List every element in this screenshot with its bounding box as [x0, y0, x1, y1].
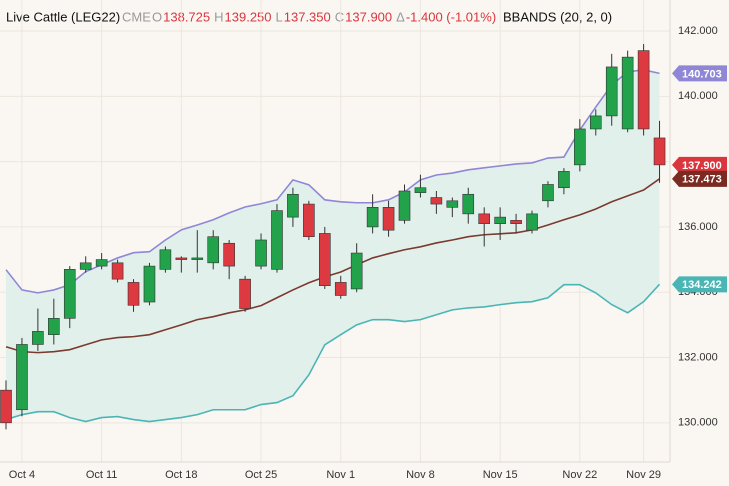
price-badge [672, 276, 727, 293]
y-tick-label: 130.000 [678, 417, 718, 429]
candle-body [175, 257, 188, 260]
candle-body [589, 115, 602, 130]
instrument-name: Live Cattle (LEG22) [6, 9, 120, 24]
x-tick-label: Oct 11 [86, 469, 118, 481]
candle-body [287, 193, 299, 218]
candle-body [542, 184, 554, 202]
ohlc-key: Δ [396, 9, 405, 24]
candle-body [48, 318, 60, 335]
candle-body [255, 239, 267, 267]
price-badge [672, 156, 727, 173]
candle-body [127, 282, 140, 306]
band-line [5, 283, 661, 423]
x-tick-label: Oct 4 [9, 469, 35, 481]
candle-body [303, 203, 315, 238]
ohlc-key: H [214, 9, 223, 24]
candle-body [223, 242, 235, 267]
price-badge [672, 170, 727, 187]
ohlc-value: 139.250 [225, 9, 272, 24]
band-line [5, 178, 660, 354]
y-tick-label: 142.000 [678, 25, 718, 37]
candle-body [430, 197, 443, 205]
candle-body [16, 344, 28, 411]
candle-body [446, 200, 459, 208]
ohlc-key: L [276, 9, 283, 24]
ohlc-value: 137.900 [345, 9, 392, 24]
candle-body [605, 66, 618, 117]
candle-body [574, 128, 586, 166]
candle-body [143, 265, 156, 303]
candle-body [478, 213, 491, 224]
candle-body [350, 252, 363, 290]
candle-body [494, 216, 506, 224]
x-tick-label: Oct 18 [165, 469, 197, 481]
candle-body [334, 282, 347, 296]
candle-body [366, 207, 379, 228]
ohlc-key: O [152, 9, 162, 24]
candle-body [637, 50, 650, 130]
candle-body [318, 233, 331, 286]
candle-body [414, 187, 427, 193]
price-badge-label: 137.900 [682, 160, 722, 172]
y-tick-label: 136.000 [678, 221, 718, 233]
candle-body [0, 389, 12, 424]
y-tick-label: 132.000 [678, 351, 718, 363]
x-tick-label: Nov 15 [483, 469, 518, 481]
price-badge-label: 134.242 [682, 279, 722, 291]
candle-body [526, 213, 538, 231]
candle-body [271, 210, 283, 270]
ohlc-value: 137.350 [284, 9, 331, 24]
x-tick-label: Oct 25 [245, 469, 277, 481]
candle-body [79, 262, 92, 270]
x-tick-label: Nov 29 [626, 469, 661, 481]
candle-body [239, 278, 251, 309]
x-tick-label: Nov 22 [562, 469, 597, 481]
x-tick-label: Nov 8 [406, 469, 435, 481]
candle-body [558, 171, 570, 189]
x-tick-label: Nov 1 [326, 469, 355, 481]
indicator-label: BBANDS (20, 2, 0) [503, 9, 612, 24]
ohlc-value: -1.400 (-1.01%) [406, 9, 496, 24]
candle-body [462, 193, 475, 215]
price-badge-label: 140.703 [682, 68, 722, 80]
candle-body [510, 220, 522, 224]
candle-body [95, 259, 108, 267]
y-tick-label: 140.000 [678, 90, 718, 102]
candle-body [111, 262, 124, 280]
candle-body [382, 207, 395, 231]
band-fill [6, 69, 660, 422]
candle-body [207, 236, 220, 264]
price-badge-label: 137.473 [682, 174, 722, 186]
exchange: CME [122, 9, 151, 24]
ohlc-key: C [335, 9, 344, 24]
candle-body [32, 331, 44, 345]
candle-body [191, 257, 204, 260]
candle-body [159, 249, 172, 270]
price-badge [672, 65, 727, 82]
band-line [5, 69, 660, 294]
candle-body [653, 137, 666, 166]
candle-body [398, 190, 411, 221]
candle-body [63, 269, 76, 319]
ohlc-value: 138.725 [163, 9, 210, 24]
candle-body [621, 56, 634, 130]
